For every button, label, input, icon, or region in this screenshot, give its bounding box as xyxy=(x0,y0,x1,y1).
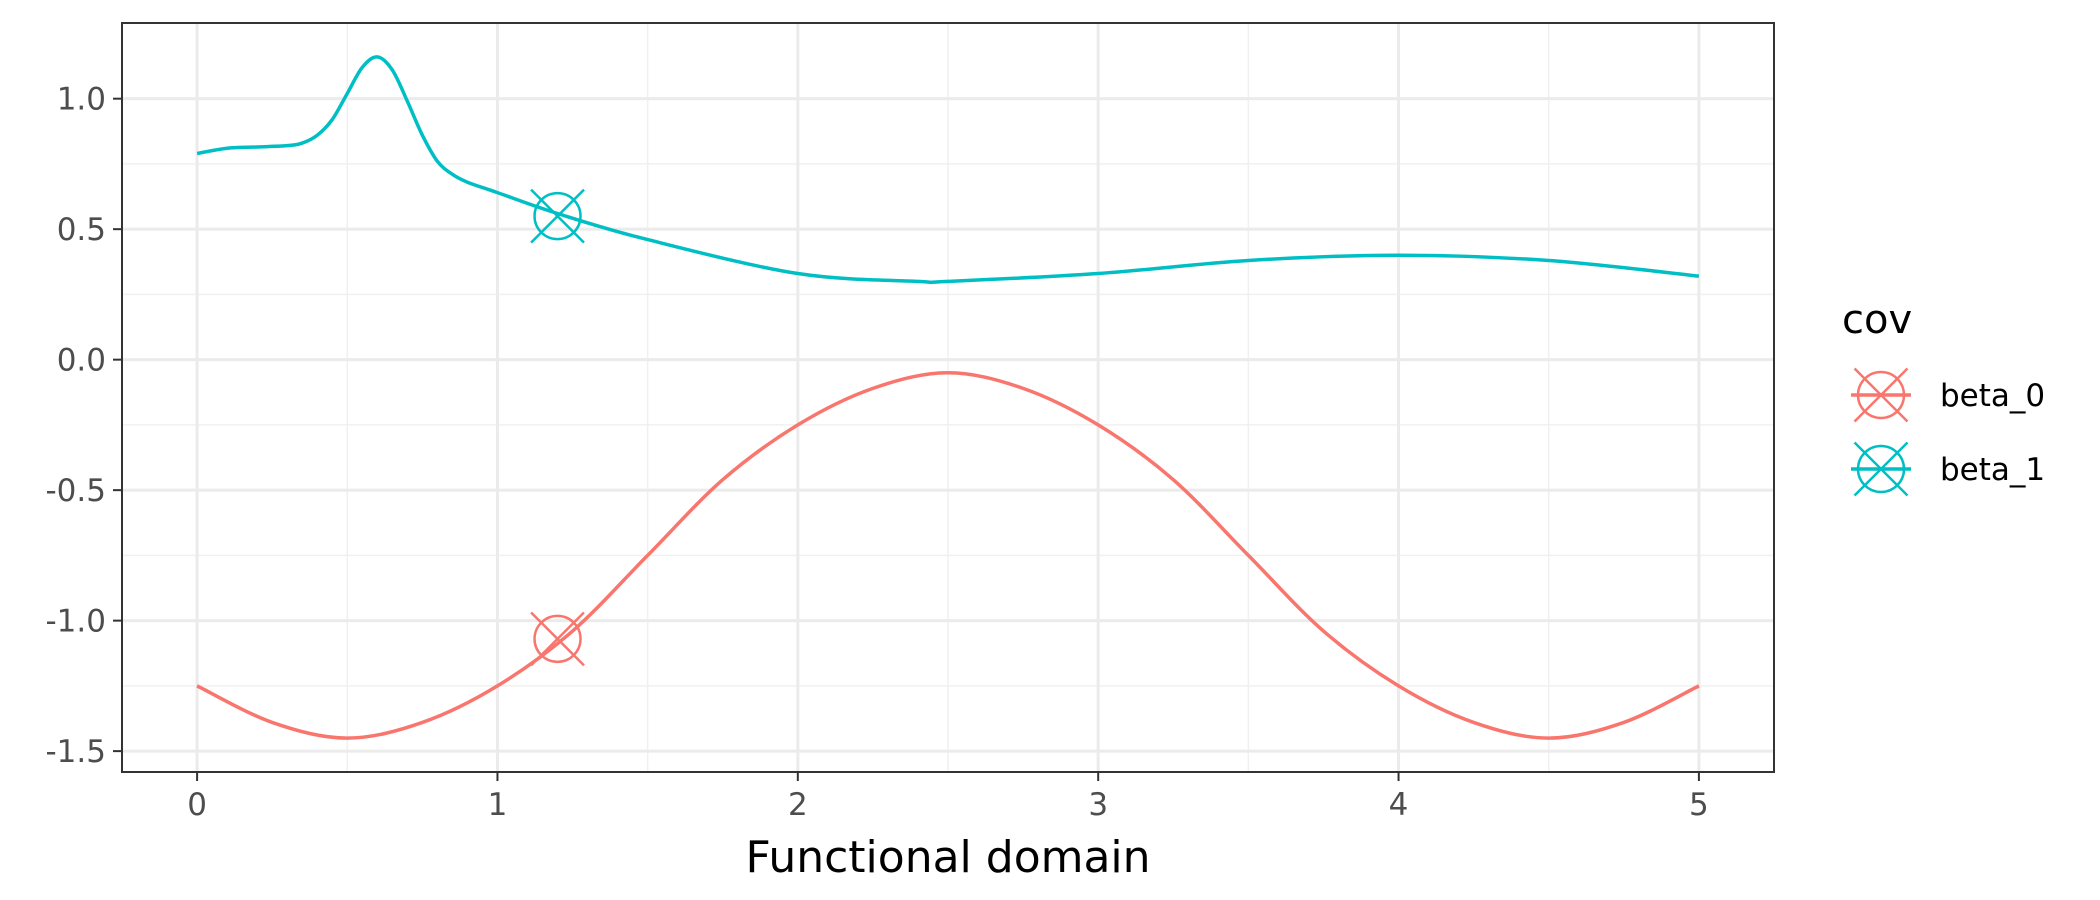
series-marker-beta_1 xyxy=(530,188,585,244)
x-tick-label: 1 xyxy=(488,787,508,823)
y-tick-label: 1.0 xyxy=(57,82,106,118)
grid-minor xyxy=(122,23,1774,772)
series-marker-beta_0-circle xyxy=(533,614,582,664)
legend-key-marker-beta_0-circle xyxy=(1856,370,1906,420)
legend-key-marker-beta_0 xyxy=(1853,367,1909,423)
x-tick-label: 4 xyxy=(1389,787,1409,823)
axis-tick-labels: 0 1 2 3 4 5 -1.5 -1.0 -0.5 0.0 0.5 1.0 xyxy=(46,82,1709,823)
x-tick-label: 0 xyxy=(187,787,207,823)
series-layer xyxy=(196,55,1700,740)
y-tick-label: -1.5 xyxy=(46,734,107,770)
grid-major xyxy=(122,23,1774,772)
y-tick-label: 0.0 xyxy=(57,343,106,379)
series-marker-beta_0-cross-b xyxy=(530,611,585,667)
legend-key-marker-beta_1 xyxy=(1853,441,1909,497)
legend-label-beta_1: beta_1 xyxy=(1940,452,2045,488)
x-tick-label: 5 xyxy=(1689,787,1709,823)
legend-key-marker-beta_1-circle xyxy=(1856,444,1906,494)
legend-title: cov xyxy=(1842,297,1912,343)
legend-label-beta_0: beta_0 xyxy=(1940,378,2045,414)
legend: cov beta_0 beta_1 xyxy=(1842,297,2045,497)
y-tick-label: -0.5 xyxy=(46,473,107,509)
series-line-beta_1 xyxy=(196,55,1700,285)
series-marker-beta_1-cross-b xyxy=(530,188,585,244)
series-line-beta_0 xyxy=(196,370,1700,740)
x-tick-label: 3 xyxy=(1088,787,1108,823)
panel-border xyxy=(121,22,1775,773)
y-tick-label: -1.0 xyxy=(46,604,107,640)
legend-key-marker-beta_1-cross-b xyxy=(1853,441,1909,497)
legend-items: beta_0 beta_1 xyxy=(1851,367,2045,497)
x-axis-title: Functional domain xyxy=(745,832,1150,883)
series-marker-beta_0 xyxy=(530,611,585,667)
x-tick-label: 2 xyxy=(788,787,808,823)
y-tick-label: 0.5 xyxy=(57,212,106,248)
legend-key-marker-beta_0-cross-b xyxy=(1853,367,1909,423)
series-marker-beta_1-circle xyxy=(533,191,582,241)
axis-ticks xyxy=(113,97,1700,781)
